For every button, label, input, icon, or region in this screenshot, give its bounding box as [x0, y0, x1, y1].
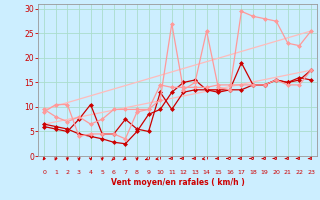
- X-axis label: Vent moyen/en rafales ( km/h ): Vent moyen/en rafales ( km/h ): [111, 178, 244, 187]
